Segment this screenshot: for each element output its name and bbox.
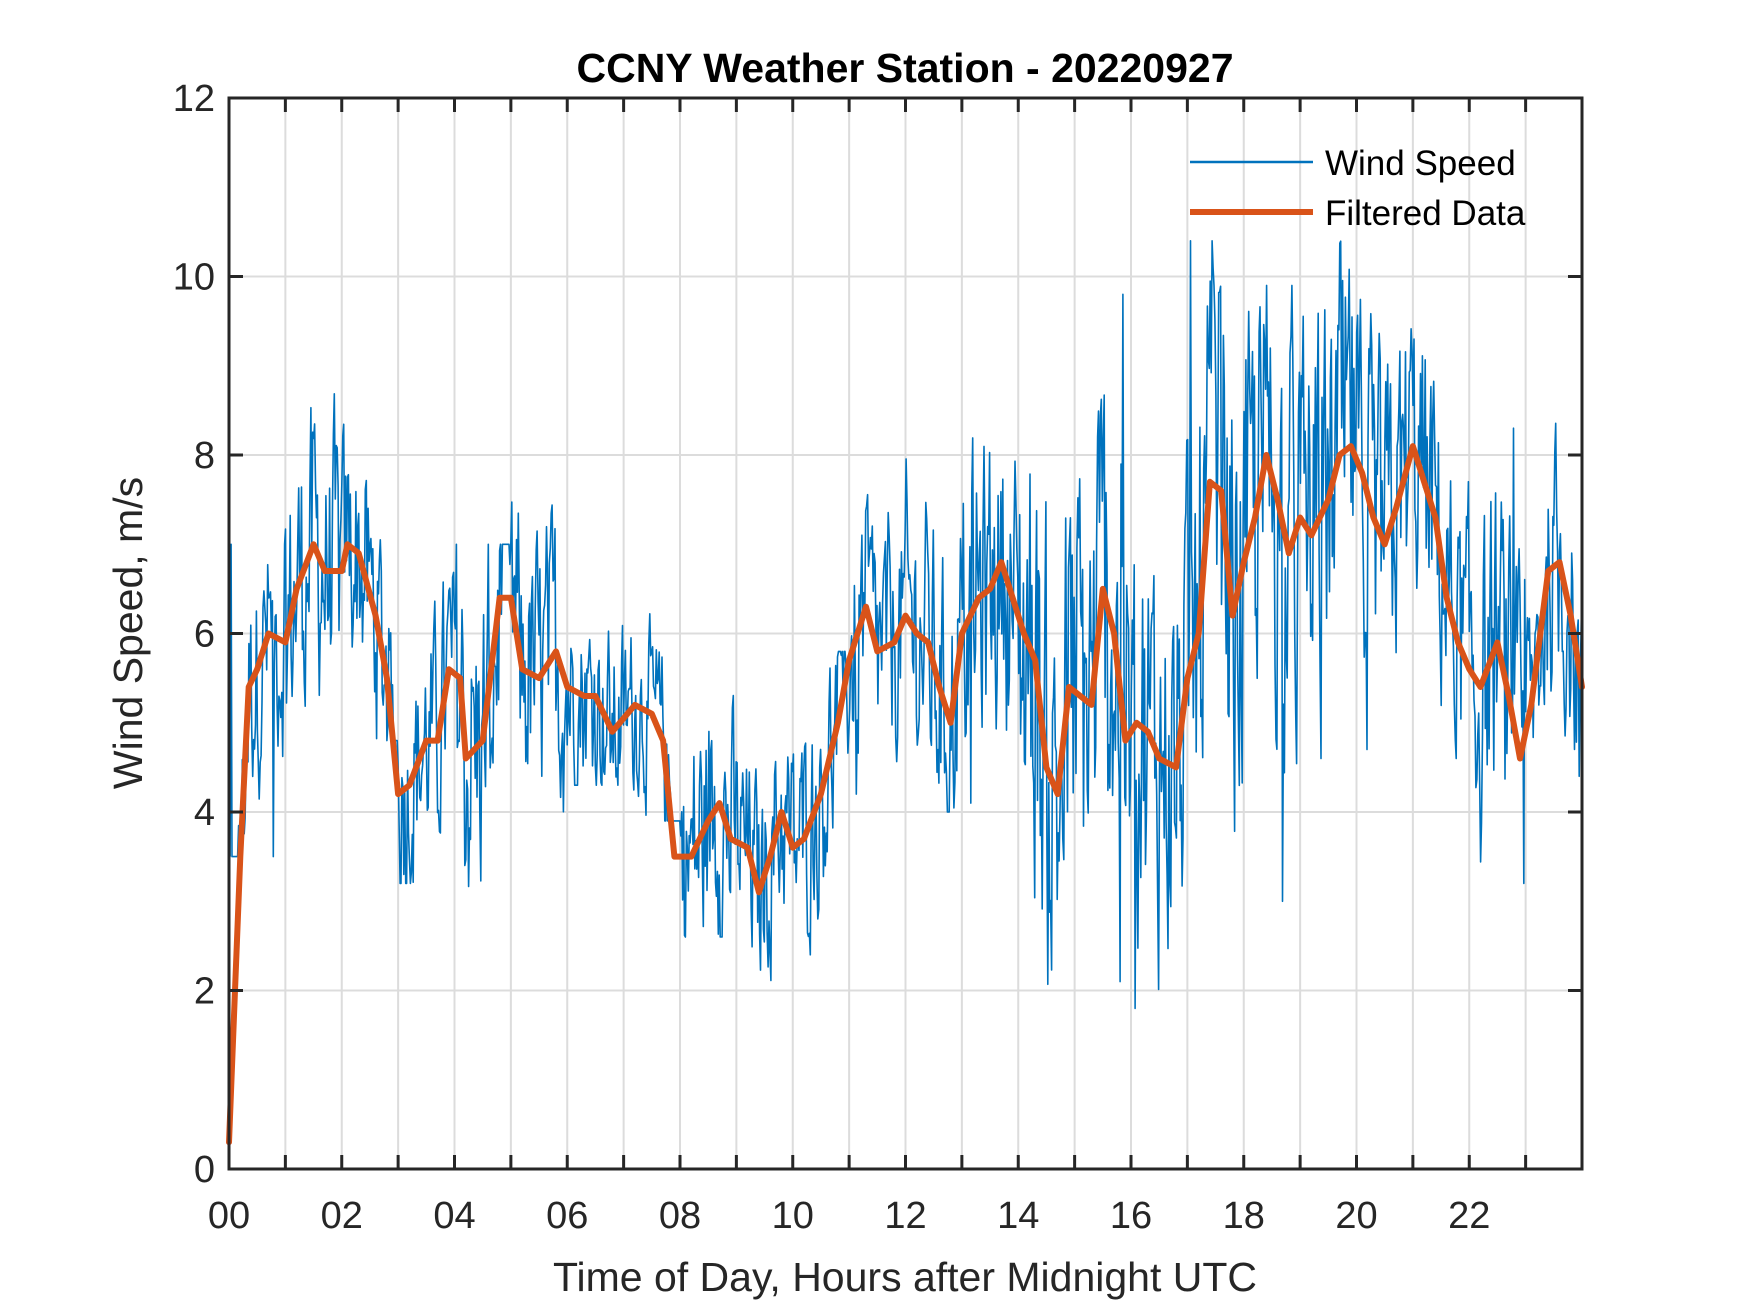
x-tick-label: 22 [1448,1195,1490,1237]
x-tick-label: 00 [208,1195,250,1237]
x-tick-label: 04 [433,1195,475,1237]
legend-filtered-data-label: Filtered Data [1325,194,1526,233]
axis-ticks [229,98,1582,1169]
x-tick-label: 16 [1110,1195,1152,1237]
x-tick-label: 06 [546,1195,588,1237]
y-tick-label: 8 [194,435,215,477]
y-tick-label: 10 [173,257,215,299]
grid-lines [229,98,1582,1169]
y-axis-label: Wind Speed, m/s [105,477,151,789]
y-tick-label: 2 [194,971,215,1013]
wind-speed-series [229,240,1583,1010]
y-tick-label: 6 [194,614,215,656]
x-axis-label: Time of Day, Hours after Midnight UTC [553,1254,1257,1300]
filtered-data-series [226,443,1585,1146]
chart-title: CCNY Weather Station - 20220927 [576,45,1233,91]
y-tick-label: 12 [173,78,215,120]
y-tick-label: 0 [194,1149,215,1191]
x-tick-label: 10 [772,1195,814,1237]
x-tick-label: 18 [1223,1195,1265,1237]
y-tick-labels: 0 2 4 6 8 10 12 [173,78,215,1191]
x-tick-label: 20 [1335,1195,1377,1237]
legend: Wind Speed Filtered Data [1190,144,1526,233]
wind-speed-line [229,240,1583,1010]
y-tick-label: 4 [194,792,215,834]
x-tick-label: 12 [884,1195,926,1237]
x-tick-labels: 00 02 04 06 08 10 12 14 16 18 20 22 [208,1195,1491,1237]
x-tick-label: 02 [321,1195,363,1237]
legend-wind-speed-label: Wind Speed [1325,144,1516,183]
x-tick-label: 08 [659,1195,701,1237]
x-tick-label: 14 [997,1195,1039,1237]
